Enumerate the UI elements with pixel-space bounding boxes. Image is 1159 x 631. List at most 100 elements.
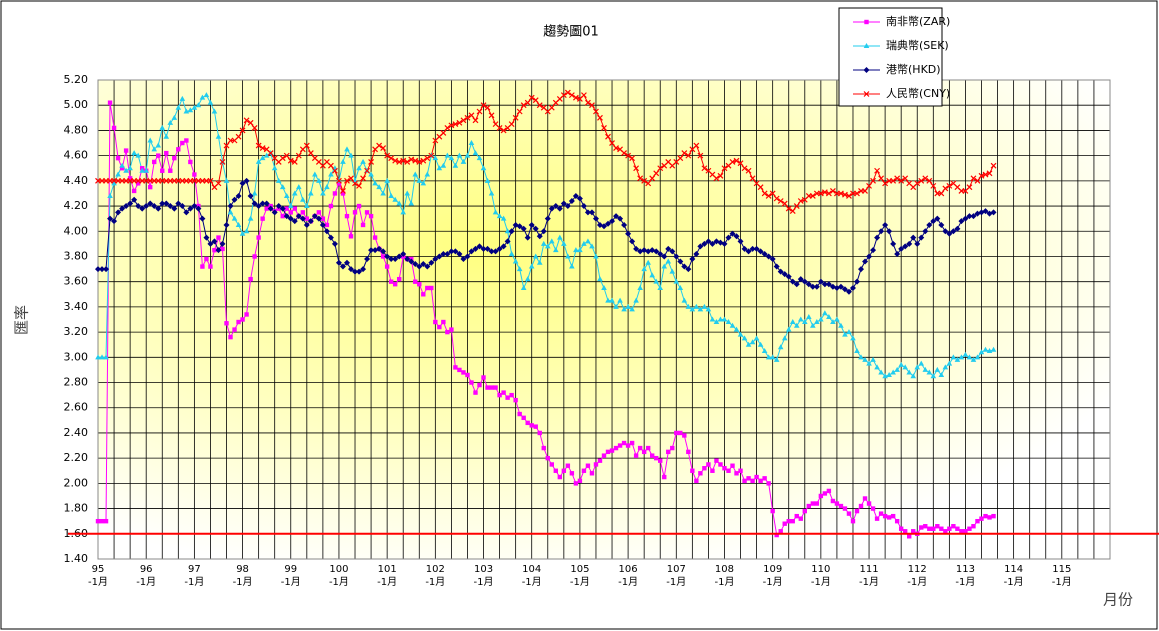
marker [536,259,543,265]
marker [152,159,157,165]
marker [990,162,997,169]
marker [797,198,804,204]
marker [613,445,619,451]
marker [220,246,225,252]
marker [239,127,246,134]
marker [413,279,418,284]
marker [360,266,367,273]
marker [460,117,467,124]
marker [516,266,523,272]
marker [975,518,980,524]
marker [761,190,768,197]
marker [962,215,969,222]
marker [324,222,330,228]
marker [790,518,795,524]
x-tick-label: 95 -1月 [88,564,108,588]
marker [637,284,643,290]
marker [216,235,221,240]
marker [890,513,896,519]
marker [99,266,106,273]
marker [894,518,900,524]
marker [874,167,881,174]
x-tick-label: 101 -1月 [377,564,398,588]
marker [733,326,740,332]
marker [119,162,125,168]
marker [629,440,635,446]
marker [694,478,699,484]
marker [436,165,443,171]
marker [858,266,865,273]
marker [592,215,599,222]
marker [837,283,844,290]
marker [340,191,346,196]
marker [568,198,575,205]
marker [343,259,350,266]
marker [532,253,539,259]
marker [785,205,792,212]
marker [874,234,881,241]
marker [713,175,720,182]
marker [701,303,708,309]
marker [661,253,668,260]
marker [782,521,787,526]
marker [785,326,792,332]
marker [801,278,808,285]
marker [609,448,615,453]
marker [866,253,873,260]
marker [666,449,671,455]
marker [548,238,555,244]
y-tick-label: 3.40 [64,300,89,313]
marker [882,513,888,519]
marker [255,158,262,164]
marker [737,160,744,167]
marker [420,180,427,186]
marker [580,92,587,99]
marker [725,319,732,325]
marker [235,192,242,199]
marker [990,209,997,216]
marker [866,182,872,189]
marker [123,148,129,153]
marker [380,145,387,151]
chart-title: 趨勢圖01 [543,25,599,40]
marker [187,107,194,113]
marker [248,276,253,282]
marker [733,233,740,240]
plot-area [98,80,1110,559]
marker [822,491,828,496]
marker [846,329,852,335]
marker [251,124,258,131]
marker [239,230,246,236]
marker [528,94,535,101]
marker [127,200,134,207]
marker [384,264,390,269]
marker [854,348,860,354]
marker [882,221,889,228]
marker [710,468,715,473]
marker [834,501,840,506]
y-tick-label: 5.00 [64,98,89,111]
marker [629,155,636,162]
marker [456,250,463,257]
marker [472,245,479,252]
marker [195,102,202,108]
marker [368,213,374,219]
marker [311,213,318,220]
marker [902,243,909,250]
marker [155,142,162,148]
marker [878,369,884,375]
marker [954,356,961,362]
x-axis-label: 月份 [1103,591,1133,609]
marker [456,119,463,126]
marker [528,221,535,228]
marker [934,366,941,372]
marker [227,209,234,215]
marker [267,205,274,212]
marker [183,209,190,216]
marker [709,240,716,247]
marker [641,266,647,272]
marker [524,276,531,282]
marker [789,278,796,285]
marker [673,253,680,260]
marker [448,248,455,255]
